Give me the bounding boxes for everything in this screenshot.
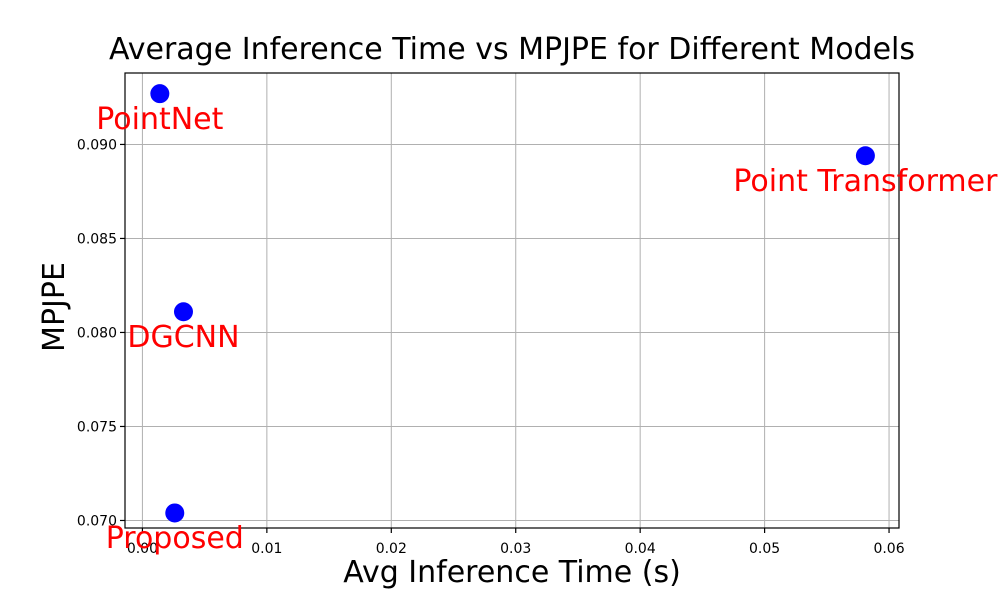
chart-title: Average Inference Time vs MPJPE for Diff… bbox=[108, 32, 916, 67]
x-tick-label: 0.04 bbox=[625, 541, 656, 557]
x-tick-label: 0.00 bbox=[127, 541, 158, 557]
x-tick-label: 0.03 bbox=[500, 541, 531, 557]
point-label-point-transformer: Point Transformer bbox=[733, 163, 998, 199]
point-label-proposed: Proposed bbox=[105, 520, 244, 556]
x-tick-label: 0.02 bbox=[376, 541, 407, 557]
data-point-dgcnn bbox=[173, 302, 193, 322]
y-tick-label: 0.085 bbox=[77, 231, 117, 247]
y-tick-label: 0.075 bbox=[77, 419, 117, 435]
y-axis-title: MPJPE bbox=[37, 262, 72, 352]
data-point-pointnet bbox=[150, 84, 170, 104]
x-tick-label: 0.06 bbox=[873, 541, 904, 557]
point-label-pointnet: PointNet bbox=[96, 101, 224, 137]
x-tick-label: 0.05 bbox=[749, 541, 780, 557]
x-axis-title: Avg Inference Time (s) bbox=[343, 555, 681, 590]
data-point-proposed bbox=[165, 503, 185, 523]
point-label-dgcnn: DGCNN bbox=[127, 319, 240, 355]
y-tick-label: 0.090 bbox=[77, 137, 117, 153]
data-point-point-transformer bbox=[855, 146, 875, 166]
y-tick-label: 0.080 bbox=[77, 325, 117, 341]
x-tick-label: 0.01 bbox=[251, 541, 282, 557]
y-tick-label: 0.070 bbox=[77, 513, 117, 529]
plot-border bbox=[124, 72, 900, 529]
